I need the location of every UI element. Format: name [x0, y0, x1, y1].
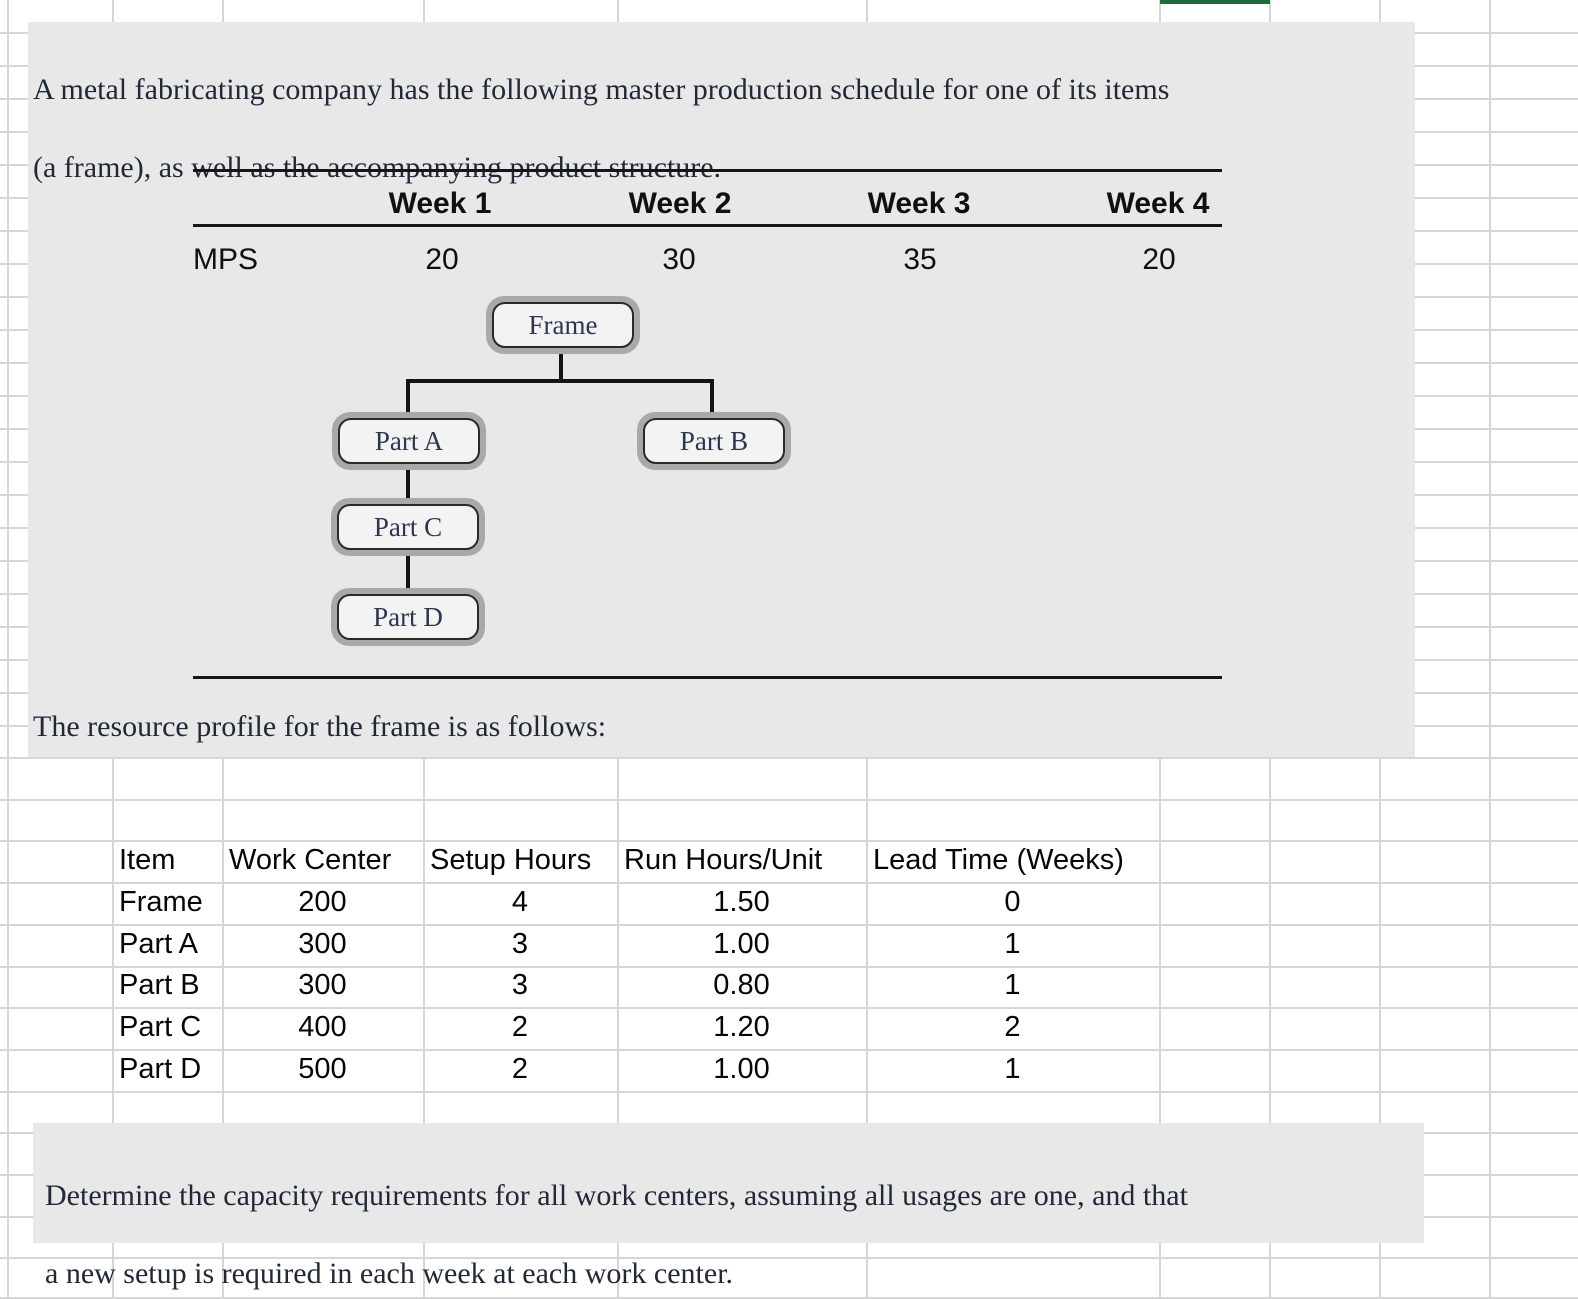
grid-line-horizontal [0, 1297, 1578, 1299]
table-row: Part B 300 3 0.80 1 [112, 965, 1159, 1007]
table-row: Part A 300 3 1.00 1 [112, 923, 1159, 965]
grid-line-horizontal [0, 882, 1578, 885]
grid-line-horizontal [0, 1048, 1578, 1051]
node-part-b: Part B [637, 412, 791, 470]
row-label-cell[interactable]: Part C [119, 1011, 202, 1044]
column-header-cell[interactable]: Setup Hours [430, 844, 592, 877]
connector-frame-down [559, 351, 563, 381]
table-header-row: Item Work Center Setup Hours Run Hours/Unit… [112, 840, 1159, 882]
mps-col-week3: Week 3 [867, 187, 971, 220]
connector-horizontal [406, 379, 714, 383]
node-frame-label: Frame [492, 302, 634, 348]
selected-cell-border [1160, 0, 1270, 4]
node-part-c-label: Part C [337, 504, 479, 550]
row-label-cell[interactable]: Frame [119, 886, 203, 919]
row-label-cell[interactable]: Part A [119, 927, 198, 960]
value-cell[interactable]: 1 [1004, 969, 1021, 1002]
column-header-cell[interactable]: Run Hours/Unit [624, 844, 823, 877]
mps-col-week4: Week 4 [1106, 187, 1210, 220]
node-part-a-label: Part A [338, 418, 480, 464]
problem-statement-panel[interactable]: A metal fabricating company has the foll… [28, 22, 1415, 757]
node-frame: Frame [486, 296, 640, 354]
problem-text: A metal fabricating company has the foll… [33, 73, 1170, 184]
mps-value-week4: 20 [1142, 243, 1176, 276]
value-cell[interactable]: 0.80 [713, 969, 770, 1002]
row-label-cell[interactable]: Part B [119, 969, 200, 1002]
mps-col-week1: Week 1 [388, 187, 492, 220]
value-cell[interactable]: 4 [511, 886, 529, 919]
connector-c-to-d [406, 556, 410, 588]
value-cell[interactable]: 3 [511, 927, 529, 960]
value-cell[interactable]: 1.50 [713, 886, 770, 919]
node-part-c: Part C [331, 498, 485, 556]
grid-line-horizontal [0, 1090, 1578, 1093]
grid-line-vertical [7, 0, 9, 1299]
grid-line-vertical [1489, 0, 1491, 1299]
column-header-cell[interactable]: Item [119, 844, 176, 877]
value-cell[interactable]: 200 [298, 886, 347, 919]
figure-rule-bottom [193, 676, 1222, 679]
mps-value-week1: 20 [425, 243, 459, 276]
question-text: Determine the capacity requirements for … [45, 1179, 1188, 1290]
mps-row-label: MPS [193, 243, 259, 276]
value-cell[interactable]: 1.20 [713, 1011, 770, 1044]
node-part-d-label: Part D [337, 594, 479, 640]
mps-rule-top [193, 169, 1222, 172]
table-row: Part C 400 2 1.20 2 [112, 1007, 1159, 1049]
grid-line-horizontal [0, 923, 1578, 926]
connector-to-part-a [406, 379, 410, 412]
value-cell[interactable]: 2 [1004, 1011, 1021, 1044]
grid-line-horizontal [0, 798, 1578, 801]
node-part-a: Part A [332, 412, 486, 470]
mps-value-week2: 30 [662, 243, 696, 276]
value-cell[interactable]: 1 [1004, 927, 1021, 960]
value-cell[interactable]: 1.00 [713, 927, 770, 960]
table-row: Part D 500 2 1.00 1 [112, 1048, 1159, 1090]
mps-value-week3: 35 [903, 243, 937, 276]
table-row: Frame 200 4 1.50 0 [112, 882, 1159, 924]
resource-intro-text: The resource profile for the frame is as… [33, 710, 607, 743]
mps-col-week2: Week 2 [628, 187, 732, 220]
value-cell[interactable]: 1.00 [713, 1052, 770, 1085]
value-cell[interactable]: 1 [1004, 1052, 1021, 1085]
value-cell[interactable]: 300 [298, 969, 347, 1002]
column-header-cell[interactable]: Work Center [229, 844, 392, 877]
column-header-cell[interactable]: Lead Time (Weeks) [873, 844, 1124, 877]
row-label-cell[interactable]: Part D [119, 1052, 202, 1085]
node-part-d: Part D [331, 588, 485, 646]
grid-line-horizontal [0, 840, 1578, 843]
value-cell[interactable]: 3 [511, 969, 529, 1002]
grid-line-horizontal [0, 1007, 1578, 1010]
mps-rule-mid [193, 224, 1222, 227]
resource-table: Item Work Center Setup Hours Run Hours/Unit… [112, 840, 1159, 1090]
question-panel[interactable]: Determine the capacity requirements for … [33, 1123, 1424, 1290]
connector-a-to-c [406, 470, 410, 498]
grid-line-horizontal [0, 757, 1578, 759]
value-cell[interactable]: 400 [298, 1011, 347, 1044]
grid-line-horizontal [0, 965, 1578, 968]
node-part-b-label: Part B [643, 418, 785, 464]
value-cell[interactable]: 2 [511, 1052, 529, 1085]
value-cell[interactable]: 500 [298, 1052, 347, 1085]
grid-line-horizontal [0, 1257, 1578, 1260]
value-cell[interactable]: 2 [511, 1011, 529, 1044]
value-cell[interactable]: 0 [1004, 886, 1021, 919]
connector-to-part-b [710, 379, 714, 412]
value-cell[interactable]: 300 [298, 927, 347, 960]
